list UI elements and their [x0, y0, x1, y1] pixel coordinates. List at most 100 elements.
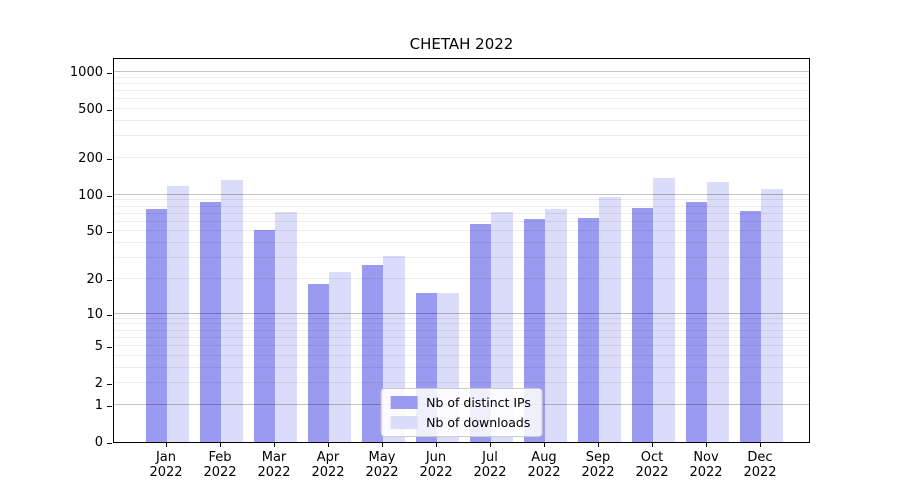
ytick-mark-20 — [107, 279, 112, 281]
gridline-minor-700 — [114, 89, 809, 91]
gridline-minor-500 — [114, 107, 809, 109]
gridline-minor-6 — [114, 336, 809, 338]
gridline-minor-3 — [114, 366, 809, 368]
xtick-label-oct: Oct 2022 — [635, 450, 669, 480]
bar-distinct-ips-may — [361, 265, 383, 442]
gridline-minor-9 — [114, 317, 809, 319]
bar-downloads-apr — [329, 271, 351, 442]
ytick-mark-5 — [107, 347, 112, 348]
gridline-minor-4 — [114, 354, 809, 356]
xtick-label-jul: Jul 2022 — [473, 450, 507, 480]
gridline-minor-900 — [114, 76, 809, 78]
legend-swatch-distinct-ips — [390, 396, 418, 409]
gridline-minor-20 — [114, 277, 809, 279]
xtick-mark-oct — [652, 443, 653, 447]
ytick-label-20: 20 — [86, 271, 103, 287]
bar-downloads-nov — [707, 182, 729, 442]
gridline-minor-40 — [114, 242, 809, 244]
gridline-minor-8 — [114, 323, 809, 325]
ytick-label-50: 50 — [86, 224, 103, 240]
gridline-minor-800 — [114, 82, 809, 84]
ytick-mark-200 — [107, 158, 112, 160]
gridline-minor-70 — [114, 212, 809, 214]
legend-swatch-downloads — [390, 416, 418, 429]
xtick-mark-jul — [490, 443, 491, 447]
gridline-minor-90 — [114, 199, 809, 201]
gridline-minor-2 — [114, 382, 809, 384]
xtick-label-mar: Mar 2022 — [257, 450, 291, 480]
xtick-mark-may — [382, 443, 383, 447]
bar-downloads-oct — [653, 178, 675, 442]
gridline-minor-200 — [114, 156, 809, 158]
xtick-mark-dec — [760, 443, 761, 447]
gridline-minor-5 — [114, 345, 809, 347]
bar-distinct-ips-apr — [307, 284, 329, 442]
ytick-label-0: 0 — [94, 435, 103, 450]
gridline-minor-7 — [114, 329, 809, 331]
ytick-mark-10 — [107, 314, 112, 316]
ytick-mark-50 — [107, 232, 112, 234]
ytick-mark-1 — [107, 405, 112, 407]
xtick-mark-apr — [328, 443, 329, 447]
legend-label-distinct-ips: Nb of distinct IPs — [426, 395, 531, 410]
bar-distinct-ips-oct — [631, 207, 653, 442]
gridline-minor-30 — [114, 257, 809, 259]
xtick-mark-mar — [274, 443, 275, 447]
bar-downloads-feb — [221, 180, 243, 442]
ytick-label-5: 5 — [94, 339, 103, 354]
ytick-mark-100 — [107, 195, 112, 197]
bar-downloads-jul — [491, 212, 513, 442]
xtick-mark-jun — [436, 443, 437, 447]
xtick-mark-nov — [706, 443, 707, 447]
xtick-mark-feb — [220, 443, 221, 447]
bar-downloads-jan — [167, 186, 189, 442]
ytick-mark-2 — [107, 384, 112, 386]
gridline-minor-300 — [114, 135, 809, 137]
bar-downloads-mar — [275, 212, 297, 442]
bar-distinct-ips-aug — [523, 219, 545, 442]
xtick-label-apr: Apr 2022 — [311, 450, 345, 480]
xtick-label-jan: Jan 2022 — [149, 450, 183, 480]
gridline-major-10 — [114, 312, 809, 314]
gridline-minor-600 — [114, 98, 809, 100]
xtick-label-jun: Jun 2022 — [419, 450, 453, 480]
gridline-minor-60 — [114, 220, 809, 222]
legend-item-distinct-ips: Nb of distinct IPs — [390, 395, 531, 410]
xtick-label-aug: Aug 2022 — [527, 450, 561, 480]
bar-distinct-ips-sep — [577, 218, 599, 442]
bar-distinct-ips-dec — [739, 211, 761, 442]
ytick-label-10: 10 — [86, 306, 103, 322]
gridline-major-100 — [114, 193, 809, 195]
chart-title: CHETAH 2022 — [409, 35, 514, 53]
ytick-mark-500 — [107, 109, 112, 111]
bar-distinct-ips-nov — [685, 201, 707, 442]
gridline-major-1000 — [114, 70, 809, 72]
xtick-label-sep: Sep 2022 — [581, 450, 615, 480]
xtick-label-dec: Dec 2022 — [743, 450, 777, 480]
xtick-label-may: May 2022 — [365, 450, 399, 480]
bar-downloads-aug — [545, 208, 567, 442]
ytick-label-2: 2 — [94, 376, 103, 392]
xtick-mark-aug — [544, 443, 545, 447]
ytick-label-100: 100 — [78, 187, 103, 203]
gridline-minor-80 — [114, 205, 809, 207]
gridline-minor-400 — [114, 119, 809, 121]
xtick-mark-jan — [166, 443, 167, 447]
gridline-minor-50 — [114, 230, 809, 232]
bar-distinct-ips-jan — [145, 208, 167, 442]
bar-distinct-ips-jul — [469, 223, 491, 442]
legend-label-downloads: Nb of downloads — [426, 415, 531, 430]
ytick-mark-0 — [107, 443, 112, 444]
ytick-label-1000: 1000 — [69, 64, 103, 80]
xtick-label-feb: Feb 2022 — [203, 450, 237, 480]
chart-plot-area: Nb of distinct IPs Nb of downloads — [113, 58, 810, 443]
bar-downloads-dec — [761, 189, 783, 442]
ytick-label-1: 1 — [94, 397, 103, 413]
ytick-mark-1000 — [107, 72, 112, 74]
xtick-label-nov: Nov 2022 — [689, 450, 723, 480]
legend-item-downloads: Nb of downloads — [390, 415, 531, 430]
xtick-mark-sep — [598, 443, 599, 447]
ytick-label-500: 500 — [78, 101, 103, 117]
ytick-label-200: 200 — [78, 150, 103, 166]
